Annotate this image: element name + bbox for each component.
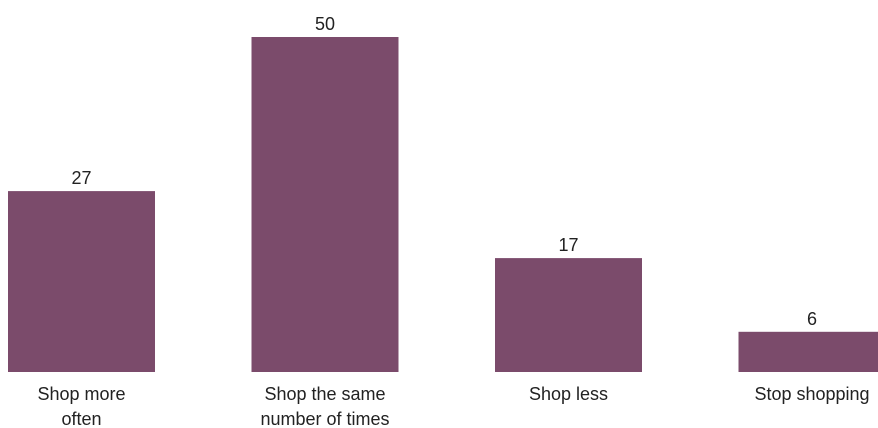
bar-3 xyxy=(738,331,878,372)
bar-value-label-2: 17 xyxy=(558,235,578,255)
bar-0 xyxy=(8,191,155,372)
bar-2 xyxy=(495,258,642,372)
category-label-line: Stop shopping xyxy=(754,384,869,404)
bar-value-label-1: 50 xyxy=(315,14,335,34)
category-label-line: number of times xyxy=(260,409,389,428)
category-label-line: Shop less xyxy=(529,384,608,404)
bars-group xyxy=(8,37,878,372)
category-label-line: Shop the same xyxy=(264,384,385,404)
bar-value-label-3: 6 xyxy=(807,309,817,329)
bar-1 xyxy=(251,37,399,372)
category-label-line: Shop more xyxy=(37,384,125,404)
category-label-0: Shop more often xyxy=(37,384,125,428)
category-label-3: Stop shopping xyxy=(754,384,869,404)
category-label-line: often xyxy=(61,409,101,428)
category-label-2: Shop less xyxy=(529,384,608,404)
value-labels-group: 27 50 17 6 xyxy=(71,14,817,329)
category-label-1: Shop the same number of times xyxy=(260,384,389,428)
bar-value-label-0: 27 xyxy=(71,168,91,188)
category-labels-group: Shop more often Shop the same number of tim… xyxy=(37,384,869,428)
